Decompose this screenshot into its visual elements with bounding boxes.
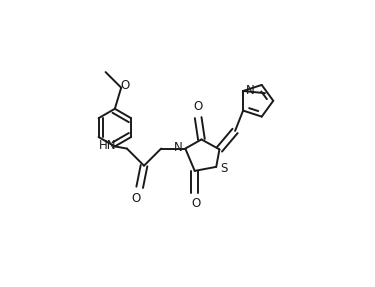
Text: N: N [246,84,254,98]
Text: HN: HN [99,139,116,152]
Text: O: O [194,100,203,113]
Text: O: O [192,197,201,210]
Text: O: O [132,192,141,205]
Text: O: O [120,79,129,92]
Text: S: S [220,162,228,175]
Text: N: N [173,141,182,154]
